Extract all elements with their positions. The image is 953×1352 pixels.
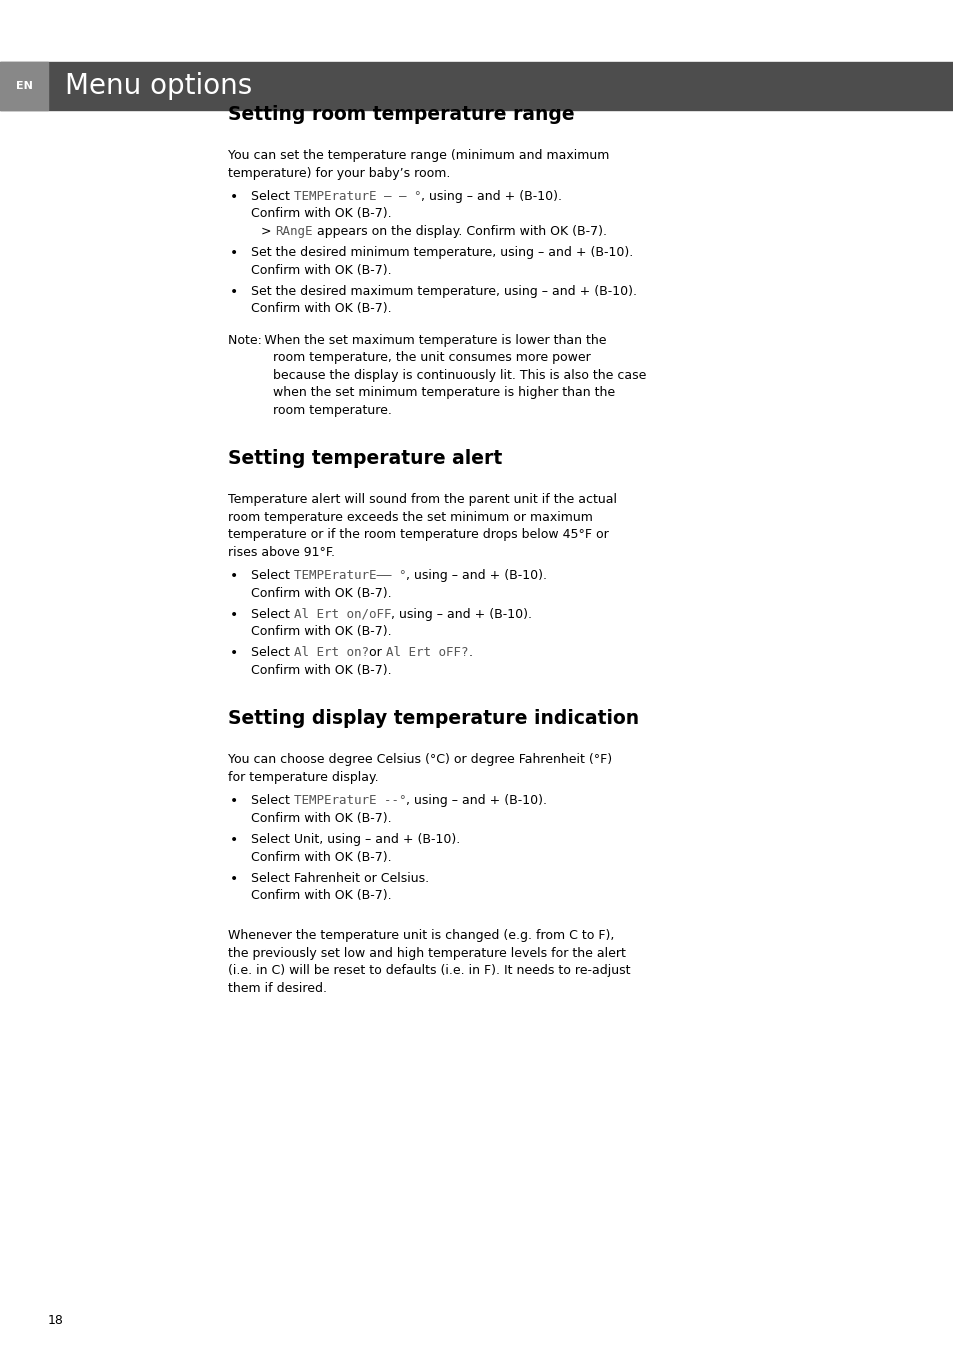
Text: You can choose degree Celsius (°C) or degree Fahrenheit (°F): You can choose degree Celsius (°C) or de… <box>228 753 612 767</box>
Text: room temperature.: room temperature. <box>273 404 392 416</box>
Text: •: • <box>230 833 238 846</box>
Text: •: • <box>230 872 238 886</box>
Text: Set the desired maximum temperature, using – and + (B-10).: Set the desired maximum temperature, usi… <box>251 285 637 297</box>
Text: the previously set low and high temperature levels for the alert: the previously set low and high temperat… <box>228 946 625 960</box>
Text: Confirm with OK (B-7).: Confirm with OK (B-7). <box>251 625 392 638</box>
Text: Al Ert on?: Al Ert on? <box>294 646 369 660</box>
Text: Select: Select <box>251 795 294 807</box>
Text: Confirm with OK (B-7).: Confirm with OK (B-7). <box>251 207 392 220</box>
Text: •: • <box>230 569 238 583</box>
Text: Setting display temperature indication: Setting display temperature indication <box>228 710 639 729</box>
Text: TEMPEraturE – – °: TEMPEraturE – – ° <box>294 191 421 203</box>
Text: them if desired.: them if desired. <box>228 982 327 995</box>
Text: Setting room temperature range: Setting room temperature range <box>228 105 574 124</box>
Text: Confirm with OK (B-7).: Confirm with OK (B-7). <box>251 890 392 902</box>
Text: EN: EN <box>15 81 32 91</box>
Text: Whenever the temperature unit is changed (e.g. from C to F),: Whenever the temperature unit is changed… <box>228 929 614 942</box>
Text: •: • <box>230 608 238 622</box>
Text: Setting temperature alert: Setting temperature alert <box>228 449 501 468</box>
Text: room temperature, the unit consumes more power: room temperature, the unit consumes more… <box>273 352 590 364</box>
Text: (i.e. in C) will be reset to defaults (i.e. in F). It needs to re-adjust: (i.e. in C) will be reset to defaults (i… <box>228 964 630 977</box>
Text: Select Unit, using – and + (B-10).: Select Unit, using – and + (B-10). <box>251 833 459 846</box>
Text: when the set minimum temperature is higher than the: when the set minimum temperature is high… <box>273 387 615 399</box>
Text: >: > <box>261 224 275 238</box>
Bar <box>0 62 953 110</box>
Text: because the display is continuously lit. This is also the case: because the display is continuously lit.… <box>273 369 646 381</box>
Text: Menu options: Menu options <box>65 72 252 100</box>
Text: Confirm with OK (B-7).: Confirm with OK (B-7). <box>251 587 392 600</box>
Text: TEMPEraturE --°: TEMPEraturE --° <box>294 795 406 807</box>
Text: You can set the temperature range (minimum and maximum: You can set the temperature range (minim… <box>228 149 609 162</box>
Text: •: • <box>230 246 238 260</box>
Text: temperature or if the room temperature drops below 45°F or: temperature or if the room temperature d… <box>228 529 608 541</box>
Text: temperature) for your baby’s room.: temperature) for your baby’s room. <box>228 166 450 180</box>
Text: •: • <box>230 191 238 204</box>
Text: Confirm with OK (B-7).: Confirm with OK (B-7). <box>251 850 392 864</box>
Text: room temperature exceeds the set minimum or maximum: room temperature exceeds the set minimum… <box>228 511 592 523</box>
Text: Al Ert oFF?: Al Ert oFF? <box>385 646 468 660</box>
Text: appears on the display. Confirm with OK (B-7).: appears on the display. Confirm with OK … <box>313 224 606 238</box>
Text: Select: Select <box>251 646 294 660</box>
Text: Confirm with OK (B-7).: Confirm with OK (B-7). <box>251 813 392 825</box>
Text: or: or <box>369 646 385 660</box>
Text: , using – and + (B-10).: , using – and + (B-10). <box>391 608 532 621</box>
Text: Select Fahrenheit or Celsius.: Select Fahrenheit or Celsius. <box>251 872 429 884</box>
Text: Al Ert on/oFF: Al Ert on/oFF <box>294 608 391 621</box>
Text: .: . <box>468 646 472 660</box>
Text: for temperature display.: for temperature display. <box>228 771 378 784</box>
Text: Confirm with OK (B-7).: Confirm with OK (B-7). <box>251 264 392 277</box>
Text: Set the desired minimum temperature, using – and + (B-10).: Set the desired minimum temperature, usi… <box>251 246 633 260</box>
Text: RAngE: RAngE <box>275 224 313 238</box>
Text: Confirm with OK (B-7).: Confirm with OK (B-7). <box>251 303 392 315</box>
Text: TEMPEraturE–– °: TEMPEraturE–– ° <box>294 569 406 583</box>
Text: Note: When the set maximum temperature is lower than the: Note: When the set maximum temperature i… <box>228 334 606 346</box>
Text: Temperature alert will sound from the parent unit if the actual: Temperature alert will sound from the pa… <box>228 493 617 506</box>
Text: •: • <box>230 285 238 299</box>
Text: 18: 18 <box>48 1314 64 1326</box>
Text: Select: Select <box>251 191 294 203</box>
Bar <box>0 62 48 110</box>
Text: , using – and + (B-10).: , using – and + (B-10). <box>406 795 547 807</box>
Text: rises above 91°F.: rises above 91°F. <box>228 546 335 558</box>
Text: Confirm with OK (B-7).: Confirm with OK (B-7). <box>251 664 392 677</box>
Text: •: • <box>230 646 238 660</box>
Text: •: • <box>230 795 238 808</box>
Text: , using – and + (B-10).: , using – and + (B-10). <box>421 191 561 203</box>
Text: Select: Select <box>251 608 294 621</box>
Text: Select: Select <box>251 569 294 583</box>
Text: , using – and + (B-10).: , using – and + (B-10). <box>406 569 547 583</box>
